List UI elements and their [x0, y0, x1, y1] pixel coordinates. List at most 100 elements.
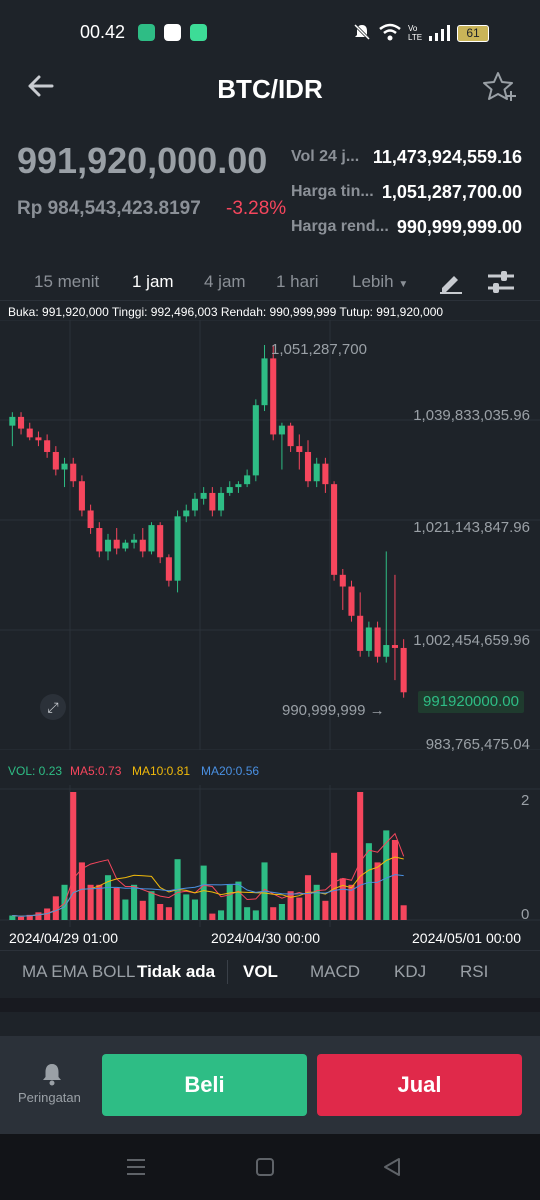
- settings-sliders-icon[interactable]: [486, 268, 516, 296]
- page-title: BTC/IDR: [217, 74, 323, 104]
- price-axis-label-3: 1,002,454,659.96: [413, 632, 530, 649]
- volume-bar: [131, 884, 138, 920]
- volume-bar: [70, 792, 77, 920]
- expand-chart-icon[interactable]: ⤢: [40, 694, 66, 720]
- stat-value-volume: 11,473,924,559.16: [372, 147, 522, 167]
- candle-body: [383, 645, 390, 657]
- tab-ma-ema-boll[interactable]: MA EMA BOLL: [22, 962, 136, 981]
- volume-bar: [18, 916, 25, 920]
- candle-body: [374, 627, 381, 657]
- candle-body: [261, 358, 268, 406]
- alert-label[interactable]: Peringatan: [18, 1090, 81, 1105]
- recent-apps-icon[interactable]: [125, 1158, 147, 1176]
- tab-kdj[interactable]: KDJ: [394, 962, 427, 981]
- candle-body: [148, 525, 155, 552]
- home-icon[interactable]: [255, 1158, 275, 1176]
- volume-bar: [365, 843, 372, 920]
- volume-bar: [331, 852, 338, 920]
- tab-15-menit[interactable]: 15 menit: [34, 272, 100, 291]
- battery-level: 61: [466, 26, 480, 40]
- candle-body: [296, 446, 303, 452]
- volume-bar: [244, 907, 251, 920]
- ohlc-readout: Buka: 991,920,000 Tinggi: 992,496,003 Re…: [8, 305, 444, 319]
- messenger-app-icon: [190, 24, 207, 41]
- candle-body: [87, 510, 94, 529]
- signal-icon: [429, 25, 450, 41]
- volume-axis-min: 0: [521, 906, 530, 923]
- date-label-3: 2024/05/01 00:00: [412, 930, 521, 946]
- candle-body: [183, 510, 190, 517]
- candle-body: [35, 437, 42, 441]
- svg-text:Vo: Vo: [408, 24, 418, 33]
- sell-button[interactable]: Jual: [317, 1054, 522, 1116]
- volume-bar: [218, 910, 225, 920]
- volume-bar: [322, 900, 329, 920]
- candle-body: [357, 615, 364, 651]
- fiat-price: Rp 984,543,423.8197: [17, 198, 201, 219]
- status-bar: 00.42 Vo LTE 61: [0, 0, 540, 64]
- volume-bar: [226, 884, 233, 920]
- candle-body: [226, 487, 233, 493]
- low-marker-label: 990,999,999 →: [282, 702, 385, 719]
- candle-body: [287, 425, 294, 447]
- stat-value-high: 1,051,287,700.00: [381, 182, 522, 202]
- volume-bar: [35, 912, 42, 920]
- volume-bar: [87, 884, 94, 920]
- volume-bar: [400, 905, 407, 920]
- mute-icon: [353, 23, 371, 41]
- candle-body: [113, 539, 120, 549]
- candlestick-chart[interactable]: [0, 320, 540, 750]
- bell-icon[interactable]: [41, 1062, 63, 1086]
- price-axis-label-2: 1,021,143,847.96: [413, 519, 530, 536]
- volume-bar: [165, 907, 172, 920]
- buy-button[interactable]: Beli: [102, 1054, 307, 1116]
- candle-body: [18, 416, 25, 429]
- volume-bar: [374, 862, 381, 920]
- stat-value-low: 990,999,999.00: [396, 217, 522, 237]
- candle-body: [191, 498, 198, 511]
- indicator-ma10: MA10:0.81: [132, 764, 191, 778]
- tab-more[interactable]: Lebih ▼: [352, 272, 408, 292]
- candle-body: [322, 463, 329, 485]
- svg-text:LTE: LTE: [408, 33, 422, 42]
- volume-bar: [148, 891, 155, 920]
- tabs-divider: [0, 950, 540, 951]
- candle-body: [218, 492, 225, 511]
- candle-body: [139, 539, 146, 552]
- ma20-line: [12, 874, 404, 917]
- chat-app-icon: [138, 24, 155, 41]
- tab-rsi[interactable]: RSI: [460, 962, 489, 981]
- volume-bar: [9, 915, 16, 920]
- candle-body: [131, 539, 138, 543]
- candle-body: [104, 539, 112, 552]
- candle-body: [331, 484, 338, 575]
- add-favorite-star-icon[interactable]: [482, 70, 518, 104]
- candle-body: [400, 647, 407, 693]
- volte-icon: Vo LTE: [408, 24, 422, 42]
- volume-bar: [270, 907, 277, 920]
- indicator-vol: VOL: 0.23: [8, 764, 63, 778]
- candle-body: [61, 463, 68, 470]
- tab-none[interactable]: Tidak ada: [137, 962, 216, 981]
- volume-bar: [200, 865, 207, 920]
- candle-body: [96, 528, 103, 552]
- volume-bar: [252, 910, 259, 920]
- date-label-1: 2024/04/29 01:00: [9, 930, 118, 946]
- back-arrow-icon[interactable]: [26, 74, 54, 98]
- volume-bar: [104, 875, 112, 920]
- tab-vol[interactable]: VOL: [243, 962, 278, 981]
- candle-body: [304, 451, 312, 482]
- back-nav-icon[interactable]: [382, 1157, 402, 1177]
- tab-1-jam[interactable]: 1 jam: [132, 272, 174, 291]
- indicator-ma5: MA5:0.73: [70, 764, 122, 778]
- volume-bar: [96, 884, 103, 920]
- header: BTC/IDR: [0, 64, 540, 114]
- draw-pencil-icon[interactable]: [438, 270, 464, 294]
- tab-1-hari[interactable]: 1 hari: [276, 272, 319, 291]
- tab-4-jam[interactable]: 4 jam: [204, 272, 246, 291]
- battery-icon: 61: [457, 25, 489, 42]
- status-time: 00.42: [80, 22, 126, 42]
- candle-body: [209, 492, 216, 511]
- tab-macd[interactable]: MACD: [310, 962, 361, 981]
- volume-bar: [139, 900, 146, 920]
